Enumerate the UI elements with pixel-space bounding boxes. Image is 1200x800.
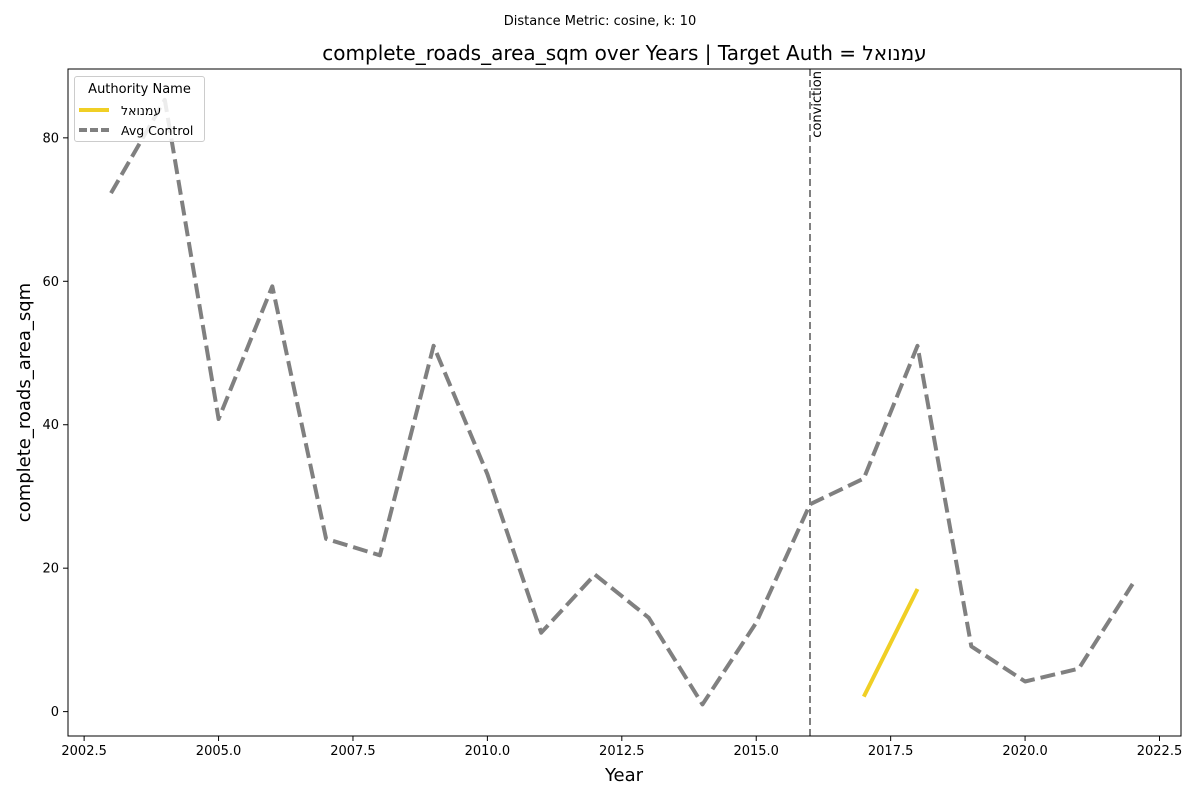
series-line-target bbox=[862, 588, 920, 698]
y-tick-label: 20 bbox=[42, 562, 59, 577]
y-tick-label: 80 bbox=[42, 131, 59, 146]
plot-lines: conviction bbox=[109, 69, 1135, 736]
chart-suptitle: Distance Metric: cosine, k: 10 bbox=[503, 14, 697, 29]
x-tick-label: 2017.5 bbox=[868, 744, 914, 759]
legend-swatch-target bbox=[79, 108, 109, 112]
legend-label-avg-control: Avg Control bbox=[121, 122, 194, 138]
x-tick-label: 2022.5 bbox=[1137, 744, 1183, 759]
legend-item-avg-control: Avg Control bbox=[79, 121, 193, 139]
legend-title: Authority Name bbox=[88, 82, 191, 97]
y-tick-label: 60 bbox=[42, 275, 59, 290]
x-tick-label: 2015.0 bbox=[733, 744, 779, 759]
legend-item-target: עמנואל bbox=[79, 101, 161, 119]
x-axis-label: Year bbox=[604, 765, 644, 786]
legend-label-target: עמנואל bbox=[121, 102, 162, 118]
legend: Authority Name עמנואל Avg Control bbox=[74, 76, 205, 142]
x-tick-label: 2005.0 bbox=[196, 744, 242, 759]
series-line-avg-control bbox=[109, 97, 1135, 707]
plot-frame bbox=[67, 68, 1182, 737]
conviction-label: conviction bbox=[810, 71, 825, 138]
x-tick-label: 2002.5 bbox=[61, 744, 107, 759]
y-axis-label: complete_roads_area_sqm bbox=[14, 283, 35, 522]
x-tick-label: 2007.5 bbox=[330, 744, 376, 759]
y-tick-label: 0 bbox=[51, 705, 59, 720]
axes: 2002.5 2005.0 2007.5 2010.0 2012.5 2015.0 2017… bbox=[42, 131, 1182, 759]
x-tick-label: 2010.0 bbox=[465, 744, 511, 759]
x-tick-label: 2020.0 bbox=[1002, 744, 1048, 759]
x-tick-label: 2012.5 bbox=[599, 744, 645, 759]
y-tick-label: 40 bbox=[42, 418, 59, 433]
legend-swatch-avg-control bbox=[79, 128, 109, 132]
chart-title: complete_roads_area_sqm over Years | Tar… bbox=[322, 41, 927, 65]
